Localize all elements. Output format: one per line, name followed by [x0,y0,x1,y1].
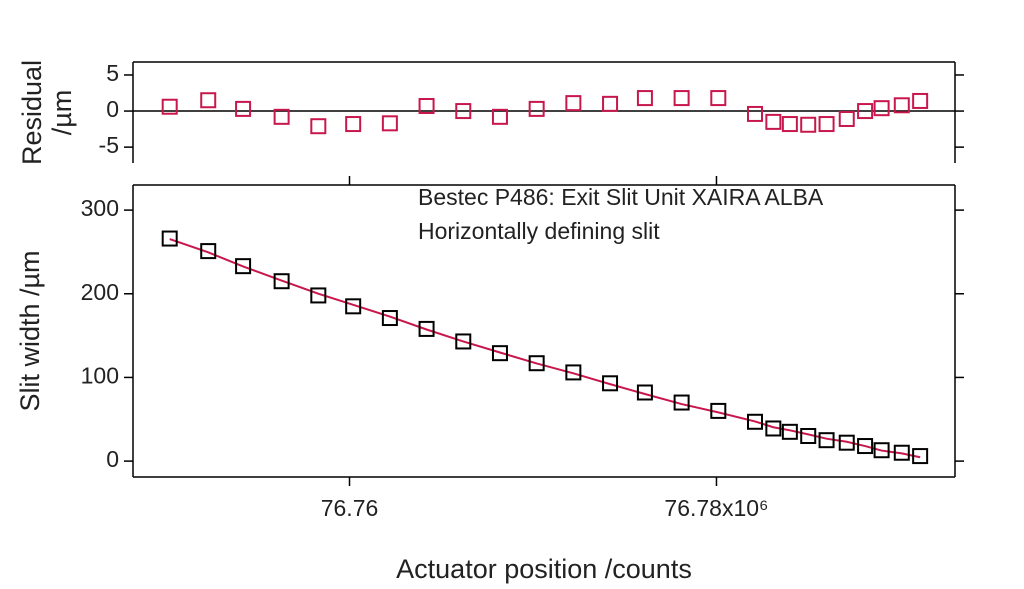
y-axis-label: Slit width /µm [15,250,45,411]
marker [800,428,817,445]
marker [781,423,798,440]
marker [710,90,727,107]
marker [818,432,835,449]
y-axis-label: /µm [47,90,77,136]
marker [673,394,690,411]
marker [455,333,472,350]
marker [528,100,545,117]
y-tick-label: 0 [106,446,119,472]
marker [565,95,582,112]
marker [491,108,508,125]
marker [765,113,782,130]
marker [673,90,690,107]
marker [381,310,398,327]
marker [602,375,619,392]
marker [602,95,619,112]
marker [161,230,178,247]
marker [800,116,817,133]
marker [235,258,252,275]
marker [873,442,890,459]
marker [912,448,929,465]
marker [747,413,764,430]
marker [710,402,727,419]
y-tick-label: 5 [106,60,119,86]
marker [818,116,835,133]
marker [857,438,874,455]
annotation: Horizontally defining slit [418,218,660,244]
y-tick-label: 200 [81,279,119,305]
annotation: Bestec P486: Exit Slit Unit XAIRA ALBA [418,184,824,210]
marker [273,273,290,290]
marker [893,444,910,461]
marker [273,108,290,125]
marker [235,100,252,117]
x-tick-label: 76.76 [321,495,379,521]
marker [636,384,653,401]
marker [491,345,508,362]
marker [200,92,217,109]
y-tick-label: 100 [81,363,119,389]
marker [857,103,874,120]
marker [310,118,327,135]
y-tick-label: 0 [106,96,119,122]
marker [636,90,653,107]
marker [912,92,929,109]
marker [345,116,362,133]
marker [200,243,217,260]
x-tick-label: 76.78x10⁶ [664,495,768,521]
marker [747,105,764,122]
marker [381,115,398,132]
marker [528,355,545,372]
marker [455,103,472,120]
marker [873,100,890,117]
marker [765,420,782,437]
marker [893,97,910,114]
marker [565,364,582,381]
marker [418,98,435,115]
marker [838,434,855,451]
y-tick-label: 300 [81,195,119,221]
x-axis-label: Actuator position /counts [396,554,692,584]
marker [345,298,362,315]
marker [310,287,327,304]
marker [838,110,855,127]
fit-line [169,238,921,459]
marker [418,320,435,337]
marker [161,98,178,115]
y-axis-label: Residual [17,60,47,165]
y-tick-label: -5 [99,132,119,158]
marker [781,116,798,133]
